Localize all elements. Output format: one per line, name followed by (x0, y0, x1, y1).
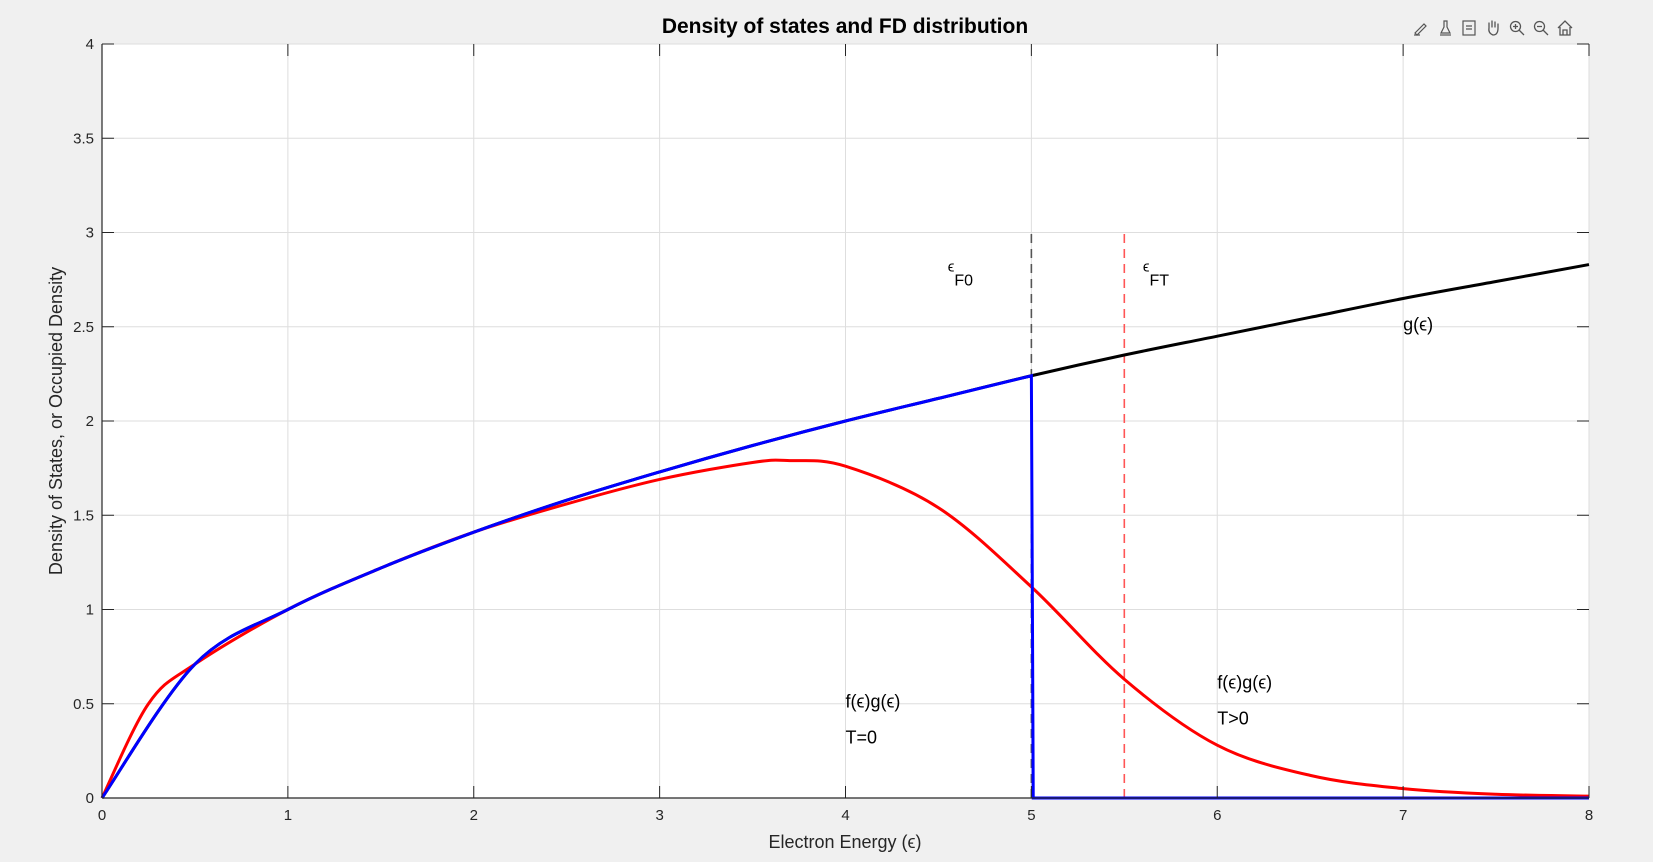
x-tick-label: 1 (284, 807, 292, 824)
y-tick-label: 2 (86, 413, 94, 430)
annotation-symbol: ϵ (1143, 259, 1150, 276)
data-tip-icon (1462, 20, 1476, 36)
brush-button[interactable] (1435, 18, 1455, 38)
x-axis-label: Electron Energy (ϵ) (768, 832, 921, 852)
x-tick-label: 5 (1027, 807, 1035, 824)
data-tip-button[interactable] (1459, 18, 1479, 38)
edit-plot-button[interactable] (1411, 18, 1431, 38)
x-tick-label: 0 (98, 807, 106, 824)
annotation-2: g(ϵ) (1403, 315, 1433, 335)
y-tick-label: 0.5 (73, 696, 94, 713)
y-tick-label: 1 (86, 602, 94, 619)
home-icon (1557, 20, 1573, 36)
y-tick-label: 4 (86, 36, 94, 53)
annotation-6: T>0 (1217, 708, 1249, 728)
zoom-in-button[interactable] (1507, 18, 1527, 38)
axes (101, 43, 1590, 799)
zoom-out-button[interactable] (1531, 18, 1551, 38)
x-tick-label: 4 (841, 807, 849, 824)
annotation-symbol: ϵ (948, 259, 955, 276)
chart-title: Density of states and FD distribution (662, 15, 1028, 38)
home-button[interactable] (1555, 18, 1575, 38)
y-axis-label: Density of States, or Occupied Density (46, 267, 66, 575)
grid-lines (101, 43, 1590, 799)
annotation-1: ϵFT (1143, 259, 1169, 290)
y-tick-label: 3.5 (73, 130, 94, 147)
brush-icon (1440, 20, 1451, 36)
tick-labels: 0 1 2 3 4 5 6 7 8 0 0.5 1 1.5 2 2.5 3 3.5 4 (73, 36, 1593, 824)
y-tick-label: 0 (86, 790, 94, 807)
annotation-5: f(ϵ)g(ϵ) (1217, 673, 1272, 693)
annotation-subscript: FT (1150, 273, 1170, 290)
series-lines (100, 263, 1590, 800)
edit-plot-icon (1414, 23, 1427, 36)
axes-toolbar (1411, 18, 1575, 38)
annotation-4: T=0 (846, 727, 878, 747)
y-tick-label: 2.5 (73, 319, 94, 336)
x-tick-label: 7 (1399, 807, 1407, 824)
y-tick-label: 3 (86, 225, 94, 242)
zoom-out-icon (1533, 20, 1549, 36)
x-tick-label: 8 (1585, 807, 1593, 824)
x-tick-label: 3 (655, 807, 663, 824)
y-tick-label: 1.5 (73, 507, 94, 524)
series-fd-t-zero-line (100, 373, 1589, 800)
zoom-in-icon (1509, 20, 1525, 36)
annotation-subscript: F0 (954, 273, 973, 290)
pan-button[interactable] (1483, 18, 1503, 38)
x-tick-label: 2 (470, 807, 478, 824)
annotation-3: f(ϵ)g(ϵ) (846, 692, 901, 712)
annotation-0: ϵF0 (948, 259, 973, 290)
x-tick-label: 6 (1213, 807, 1221, 824)
pan-icon (1488, 20, 1499, 36)
